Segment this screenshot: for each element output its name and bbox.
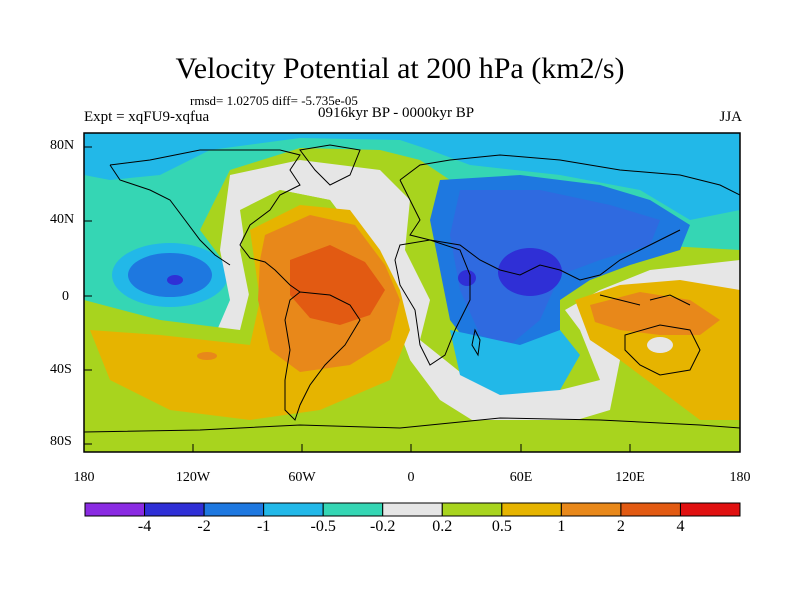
lat-tick-80n: 80N xyxy=(50,138,75,153)
colorbar-label: 0.2 xyxy=(432,518,453,535)
colorbar xyxy=(84,502,741,517)
colorbar-label: -0.5 xyxy=(310,518,336,535)
axis-ticks xyxy=(84,146,631,452)
map-title: Velocity Potential at 200 hPa (km2/s) xyxy=(175,52,625,85)
colorbar-swatch xyxy=(144,502,205,517)
colorbar-swatch xyxy=(263,502,324,517)
lon-tick-120w: 120W xyxy=(175,470,211,485)
lon-tick-180e: 180 xyxy=(729,470,751,485)
colorbar-label: 4 xyxy=(676,518,685,535)
colorbar-swatch xyxy=(84,502,146,517)
colorbar-swatch xyxy=(501,502,562,517)
colorbar-label: 2 xyxy=(616,518,625,535)
colorbar-label: -4 xyxy=(137,518,152,535)
colorbar-label: -2 xyxy=(197,518,211,535)
map-frame xyxy=(83,132,741,453)
colorbar-label: 1 xyxy=(557,518,566,535)
colorbar-swatch xyxy=(322,502,384,517)
season-label: JJA xyxy=(719,109,742,125)
colorbar-swatch xyxy=(679,502,741,517)
lat-tick-40s: 40S xyxy=(50,362,72,377)
colorbar-label: 0.5 xyxy=(491,518,512,535)
lat-tick-80s: 80S xyxy=(50,434,72,449)
colorbar-swatch xyxy=(441,502,503,517)
colorbar-label: -0.2 xyxy=(370,518,396,535)
rmsd-diff-stats: rmsd= 1.02705 diff= -5.735e-05 xyxy=(190,93,358,108)
lon-tick-180w: 180 xyxy=(73,470,95,485)
lat-tick-0: 0 xyxy=(62,289,69,304)
colorbar-swatch xyxy=(382,502,443,517)
contour-field xyxy=(84,133,740,452)
lon-tick-60w: 60W xyxy=(288,470,316,485)
colorbar-label: -1 xyxy=(256,518,271,535)
colorbar-swatch xyxy=(620,502,681,517)
lon-tick-60e: 60E xyxy=(509,470,533,485)
lon-tick-120e: 120E xyxy=(615,470,645,485)
colorbar-swatch xyxy=(203,502,265,517)
experiment-label: Expt = xqFU9-xqfua xyxy=(84,109,210,125)
lat-tick-40n: 40N xyxy=(50,212,75,227)
period-label: 0916kyr BP - 0000kyr BP xyxy=(318,105,475,121)
lon-tick-0: 0 xyxy=(407,470,415,485)
colorbar-swatch xyxy=(560,502,622,517)
coastlines xyxy=(84,144,740,433)
